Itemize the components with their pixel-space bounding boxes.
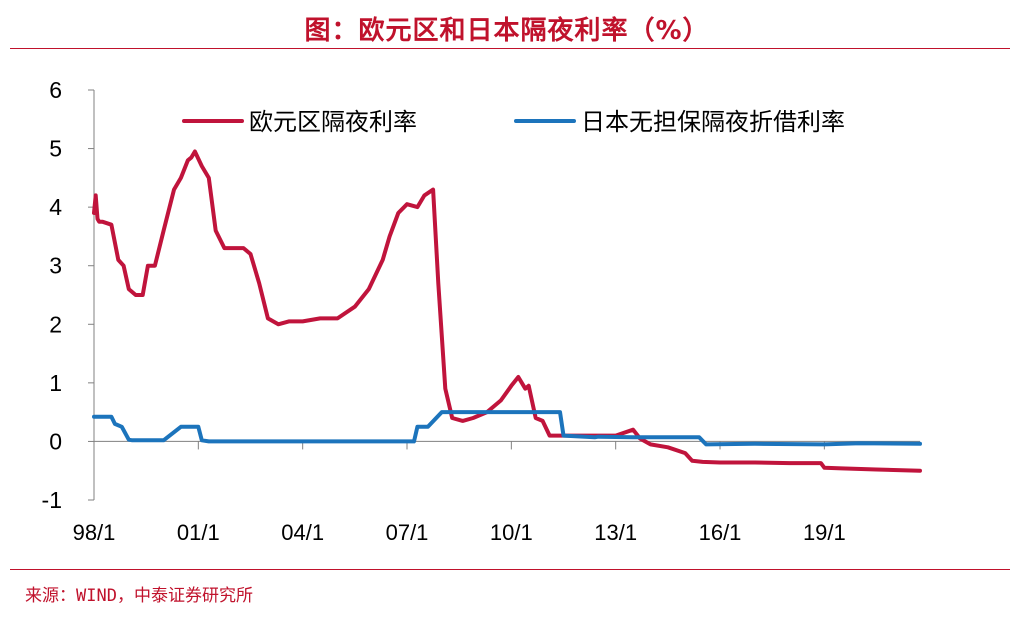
header-rule [10,48,1010,49]
x-tick-label: 19/1 [803,520,846,545]
x-tick-label: 16/1 [699,520,742,545]
y-tick-label: 2 [49,311,62,337]
series-line-2 [92,410,922,447]
line-chart: 6 5 4 3 2 1 0 -1 98/1 01/1 04/1 07/1 10/1 13/1 16/1 19/… [42,77,922,545]
y-tick-label: -1 [42,487,62,513]
series-line-1 [92,149,922,473]
y-tick-label: 3 [49,253,62,279]
y-tick-label: 0 [49,428,62,454]
footer-rule [10,569,1010,570]
x-tick-label: 98/1 [73,520,116,545]
y-tick-label: 5 [49,136,62,162]
y-tick-label: 4 [49,194,62,220]
x-tick-label: 04/1 [281,520,324,545]
x-tick-label: 01/1 [177,520,220,545]
legend-label-2: 日本无担保隔夜折借利率 [581,108,845,136]
y-tick-label: 1 [49,370,62,396]
legend-label-1: 欧元区隔夜利率 [249,108,417,136]
chart-title: 图：欧元区和日本隔夜利率（%） [304,16,710,46]
y-tick-label: 6 [49,77,62,103]
x-tick-label: 10/1 [490,520,533,545]
x-tick-label: 13/1 [594,520,637,545]
source-note: 来源：WIND，中泰证券研究所 [25,586,253,606]
x-tick-label: 07/1 [386,520,429,545]
